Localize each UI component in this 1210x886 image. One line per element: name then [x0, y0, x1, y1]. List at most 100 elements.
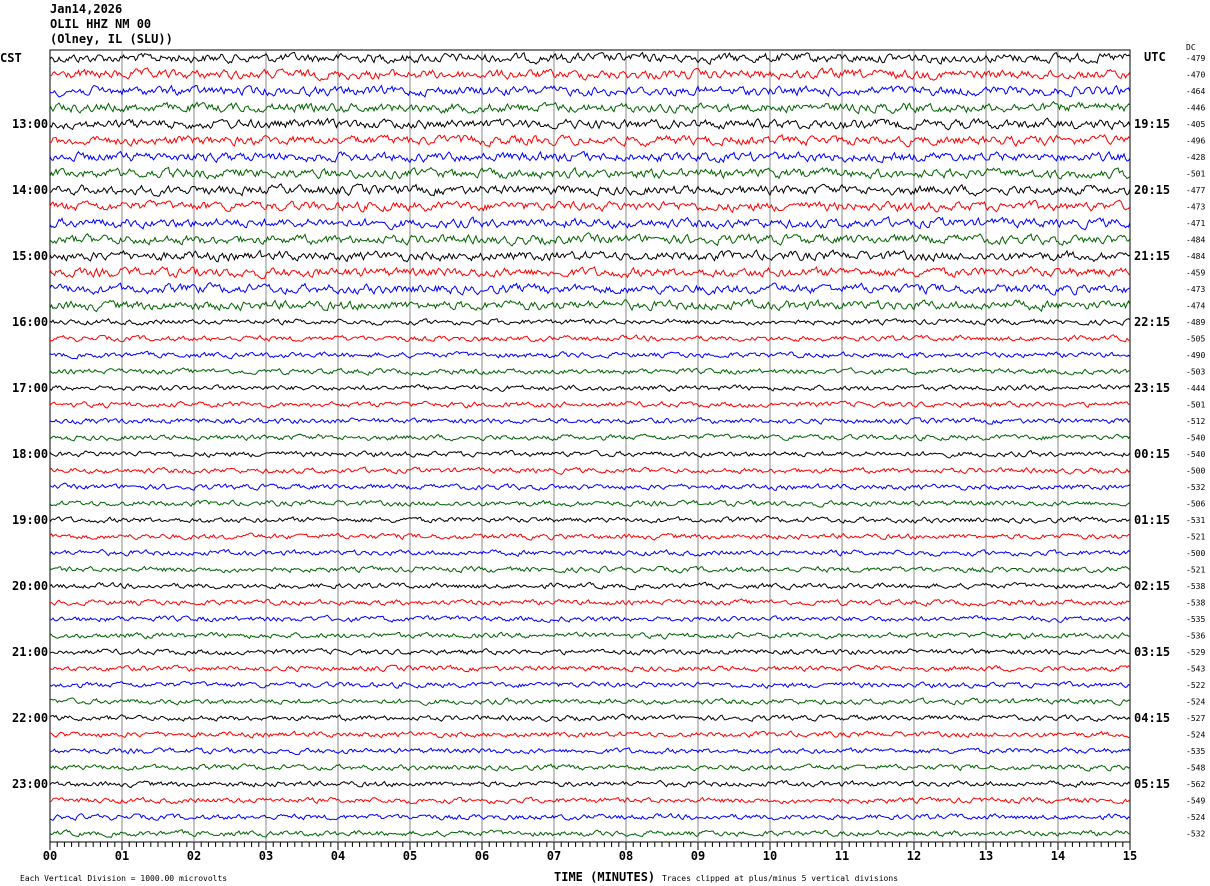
dc-offset-label: -535 [1186, 747, 1205, 756]
dc-offset-label: -543 [1186, 665, 1205, 674]
x-tick-label: 11 [835, 849, 849, 863]
dc-offset-label: -532 [1186, 830, 1205, 839]
dc-offset-label: -479 [1186, 54, 1205, 63]
trace-row [49, 100, 1131, 115]
cst-hour-label: 18:00 [12, 447, 48, 461]
dc-offset-label: -490 [1186, 351, 1205, 360]
trace-row [49, 51, 1131, 66]
cst-hour-label: 22:00 [12, 711, 48, 725]
utc-hour-label: 00:15 [1134, 447, 1170, 461]
x-tick-label: 07 [547, 849, 561, 863]
dc-offset-label: -501 [1186, 401, 1205, 410]
trace-row [49, 298, 1131, 313]
trace-row [49, 680, 1131, 690]
dc-offset-label: -527 [1186, 714, 1205, 723]
dc-offset-label: -446 [1186, 104, 1205, 113]
dc-offset-label: -489 [1186, 318, 1205, 327]
trace-row [49, 449, 1131, 459]
utc-hour-label: 04:15 [1134, 711, 1170, 725]
trace-row [49, 532, 1131, 541]
dc-offset-label: -464 [1186, 87, 1205, 96]
grid [49, 49, 1131, 850]
trace-row [49, 499, 1131, 508]
trace-row [49, 67, 1131, 82]
trace-row [50, 598, 1131, 607]
x-tick-label: 06 [475, 849, 489, 863]
x-tick-label: 10 [763, 849, 777, 863]
cst-hour-label: 17:00 [12, 381, 48, 395]
trace-row [49, 249, 1131, 263]
dc-header: DC [1186, 43, 1196, 52]
cst-hour-label: 21:00 [12, 645, 48, 659]
trace-row [49, 548, 1131, 557]
x-tick-label: 05 [403, 849, 417, 863]
dc-offset-label: -521 [1186, 533, 1205, 542]
dc-offset-label: -484 [1186, 236, 1205, 245]
dc-offset-label: -536 [1186, 632, 1205, 641]
trace-row [49, 318, 1131, 326]
trace-row [49, 150, 1131, 164]
trace-row [49, 466, 1131, 475]
trace-row [49, 216, 1131, 231]
trace-row [49, 400, 1131, 409]
labels: 00 01 02 03 04 05 06 07 08 09 10 11 12 13 14 15 -479 -470… [12, 54, 1205, 863]
plot-frame [49, 49, 1131, 843]
dc-offset-label: -477 [1186, 186, 1205, 195]
cst-hour-label: 19:00 [12, 513, 48, 527]
trace-row [49, 133, 1131, 148]
x-tick-label: 09 [691, 849, 705, 863]
right-timezone-label: UTC [1144, 50, 1166, 64]
trace-row [49, 334, 1131, 343]
dc-offset-label: -500 [1186, 549, 1205, 558]
station-location: (Olney, IL (SLU)) [50, 32, 173, 46]
utc-hour-label: 23:15 [1134, 381, 1170, 395]
dc-offset-label: -512 [1186, 417, 1205, 426]
cst-hour-label: 14:00 [12, 183, 48, 197]
x-axis-label: TIME (MINUTES) [554, 870, 655, 884]
trace-row [49, 664, 1131, 673]
trace-row [49, 697, 1131, 706]
trace-row [49, 117, 1131, 131]
dc-offset-label: -549 [1186, 797, 1205, 806]
utc-hour-label: 19:15 [1134, 117, 1170, 131]
clip-note: Traces clipped at plus/minus 5 vertical … [662, 874, 898, 883]
x-tick-label: 03 [259, 849, 273, 863]
x-tick-label: 02 [187, 849, 201, 863]
x-tick-label: 04 [331, 849, 345, 863]
utc-hour-label: 02:15 [1134, 579, 1170, 593]
trace-row [49, 763, 1131, 772]
dc-offset-label: -532 [1186, 483, 1205, 492]
dc-offset-label: -540 [1186, 450, 1205, 459]
x-tick-label: 01 [115, 849, 129, 863]
trace-row [49, 199, 1131, 214]
trace-row [49, 730, 1131, 739]
dc-offset-label: -496 [1186, 137, 1205, 146]
utc-hour-label: 03:15 [1134, 645, 1170, 659]
dc-offset-label: -535 [1186, 615, 1205, 624]
trace-row [49, 647, 1131, 656]
trace-row [49, 713, 1131, 723]
dc-offset-label: -500 [1186, 467, 1205, 476]
dc-offset-label: -470 [1186, 71, 1205, 80]
utc-hour-label: 01:15 [1134, 513, 1170, 527]
trace-row [49, 350, 1131, 360]
dc-offset-label: -524 [1186, 813, 1205, 822]
dc-offset-label: -529 [1186, 648, 1205, 657]
dc-offset-label: -562 [1186, 780, 1205, 789]
x-tick-label: 15 [1123, 849, 1137, 863]
x-tick-label: 14 [1051, 849, 1065, 863]
trace-row [49, 183, 1131, 197]
dc-offset-label: -548 [1186, 764, 1205, 773]
trace-row [49, 631, 1131, 640]
utc-hour-label: 20:15 [1134, 183, 1170, 197]
trace-row [49, 282, 1131, 296]
dc-offset-label: -521 [1186, 566, 1205, 575]
dc-offset-label: -540 [1186, 434, 1205, 443]
dc-offset-label: -538 [1186, 582, 1205, 591]
trace-row [49, 416, 1131, 425]
dc-offset-label: -501 [1186, 170, 1205, 179]
trace-row [49, 829, 1131, 838]
scale-note: Each Vertical Division = 1000.00 microvo… [20, 874, 227, 883]
cst-hour-label: 23:00 [12, 777, 48, 791]
trace-row [50, 614, 1131, 623]
